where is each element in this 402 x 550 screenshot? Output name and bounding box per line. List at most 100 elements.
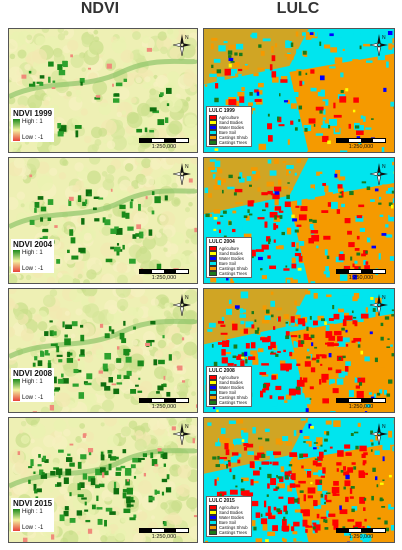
ndvi-map-2015: N NDVI 2015 High : 1 Low : -1 1:250,000 [8, 417, 198, 543]
legend-label: Bare Soil [219, 130, 236, 135]
north-arrow-icon: N [368, 421, 390, 452]
north-label: N [185, 164, 189, 170]
lulc-map-2008: N LULC 2008 Agriculture Sand Bodies Water Bo… [203, 288, 395, 413]
north-label: N [185, 424, 189, 430]
ndvi-legend: NDVI 1999 High : 1 Low : -1 [11, 108, 55, 142]
ndvi-low-label: Low : -1 [22, 135, 44, 141]
lulc-legend: LULC 2008 Agriculture Sand Bodies Water Bod… [206, 366, 252, 407]
legend-label: Sand Bodies [219, 380, 243, 385]
lulc-legend-item: Castings Trees [209, 399, 249, 406]
legend-label: Agriculture [219, 246, 240, 251]
legend-label: Agriculture [219, 375, 240, 380]
north-label: N [382, 424, 386, 430]
north-label: N [382, 35, 386, 41]
legend-label: Castings Trees [219, 400, 247, 405]
scale-bar: 1:250,000 [336, 528, 386, 540]
legend-label: Castings Shrub [219, 395, 248, 400]
ndvi-legend-title: NDVI 2004 [13, 240, 53, 249]
north-arrow-icon: N [171, 421, 193, 452]
north-label: N [185, 295, 189, 301]
scale-bar: 1:250,000 [139, 269, 189, 281]
lulc-legend-item: Castings Trees [209, 270, 249, 277]
scale-bar: 1:250,000 [139, 528, 189, 540]
scale-bar-graphic [336, 138, 386, 143]
legend-swatch [209, 270, 217, 277]
ndvi-legend-title: NDVI 2015 [13, 499, 53, 508]
lulc-legend: LULC 2004 Agriculture Sand Bodies Water Bod… [206, 237, 252, 278]
lulc-legend-title: LULC 2004 [209, 239, 235, 245]
scale-bar: 1:250,000 [336, 398, 386, 410]
lulc-map-1999: N LULC 1999 Agriculture Sand Bodies Water Bo… [203, 28, 395, 153]
north-arrow-icon: N [368, 32, 390, 63]
ndvi-high-label: High : 1 [22, 250, 43, 256]
legend-label: Castings Trees [219, 530, 247, 535]
north-arrow-icon: N [368, 161, 390, 192]
north-arrow-icon: N [171, 161, 193, 192]
ndvi-legend: NDVI 2015 High : 1 Low : -1 [11, 498, 55, 532]
scale-bar-graphic [336, 528, 386, 533]
ndvi-legend-title: NDVI 1999 [13, 109, 53, 118]
legend-label: Bare Soil [219, 520, 236, 525]
legend-label: Bare Soil [219, 261, 236, 266]
lulc-legend: LULC 1999 Agriculture Sand Bodies Water Bod… [206, 106, 252, 147]
legend-label: Water Bodies [219, 385, 244, 390]
scale-bar-graphic [139, 138, 189, 143]
legend-label: Sand Bodies [219, 120, 243, 125]
lulc-map-2004: N LULC 2004 Agriculture Sand Bodies Water Bo… [203, 157, 395, 284]
ndvi-legend: NDVI 2008 High : 1 Low : -1 [11, 368, 55, 402]
lulc-legend-item: Castings Trees [209, 529, 249, 536]
legend-label: Castings Trees [219, 140, 247, 145]
ndvi-low-label: Low : -1 [22, 266, 44, 272]
ndvi-map-1999: N NDVI 1999 High : 1 Low : -1 1:250,000 [8, 28, 198, 153]
ndvi-legend: NDVI 2004 High : 1 Low : -1 [11, 239, 55, 273]
legend-swatch [209, 529, 217, 536]
scale-label: 1:250,000 [151, 275, 177, 281]
lulc-legend-title: LULC 2008 [209, 368, 235, 374]
legend-swatch [209, 399, 217, 406]
ndvi-high-label: High : 1 [22, 379, 43, 385]
north-arrow-icon: N [368, 292, 390, 323]
scale-bar-graphic [139, 398, 189, 403]
ndvi-color-ramp [13, 379, 20, 401]
scale-bar: 1:250,000 [139, 138, 189, 150]
legend-label: Sand Bodies [219, 510, 243, 515]
lulc-legend-title: LULC 2015 [209, 498, 235, 504]
north-label: N [382, 164, 386, 170]
legend-label: Bare Soil [219, 390, 236, 395]
ndvi-low-label: Low : -1 [22, 395, 44, 401]
scale-label: 1:250,000 [151, 534, 177, 540]
scale-label: 1:250,000 [348, 404, 374, 410]
legend-label: Castings Shrub [219, 525, 248, 530]
ndvi-color-ramp [13, 250, 20, 272]
scale-bar-graphic [336, 269, 386, 274]
lulc-legend-item: Castings Trees [209, 139, 249, 146]
scale-bar-graphic [336, 398, 386, 403]
scale-label: 1:250,000 [151, 404, 177, 410]
legend-label: Agriculture [219, 505, 240, 510]
legend-label: Water Bodies [219, 515, 244, 520]
lulc-header: LULC [276, 0, 320, 17]
legend-label: Castings Shrub [219, 266, 248, 271]
scale-bar-graphic [139, 269, 189, 274]
legend-label: Agriculture [219, 115, 240, 120]
legend-label: Water Bodies [219, 125, 244, 130]
ndvi-high-label: High : 1 [22, 509, 43, 515]
ndvi-color-ramp [13, 119, 20, 141]
ndvi-color-ramp [13, 509, 20, 531]
legend-label: Water Bodies [219, 256, 244, 261]
ndvi-map-2004: N NDVI 2004 High : 1 Low : -1 1:250,000 [8, 157, 198, 284]
north-label: N [382, 295, 386, 301]
ndvi-map-2008: N NDVI 2008 High : 1 Low : -1 1:250,000 [8, 288, 198, 413]
scale-bar: 1:250,000 [336, 269, 386, 281]
lulc-legend-title: LULC 1999 [209, 108, 235, 114]
scale-label: 1:250,000 [348, 275, 374, 281]
ndvi-legend-title: NDVI 2008 [13, 369, 53, 378]
north-arrow-icon: N [171, 32, 193, 63]
scale-bar-graphic [139, 528, 189, 533]
ndvi-header: NDVI [80, 0, 120, 17]
scale-bar: 1:250,000 [336, 138, 386, 150]
ndvi-high-label: High : 1 [22, 119, 43, 125]
scale-bar: 1:250,000 [139, 398, 189, 410]
ndvi-low-label: Low : -1 [22, 525, 44, 531]
lulc-legend: LULC 2015 Agriculture Sand Bodies Water Bod… [206, 496, 252, 537]
